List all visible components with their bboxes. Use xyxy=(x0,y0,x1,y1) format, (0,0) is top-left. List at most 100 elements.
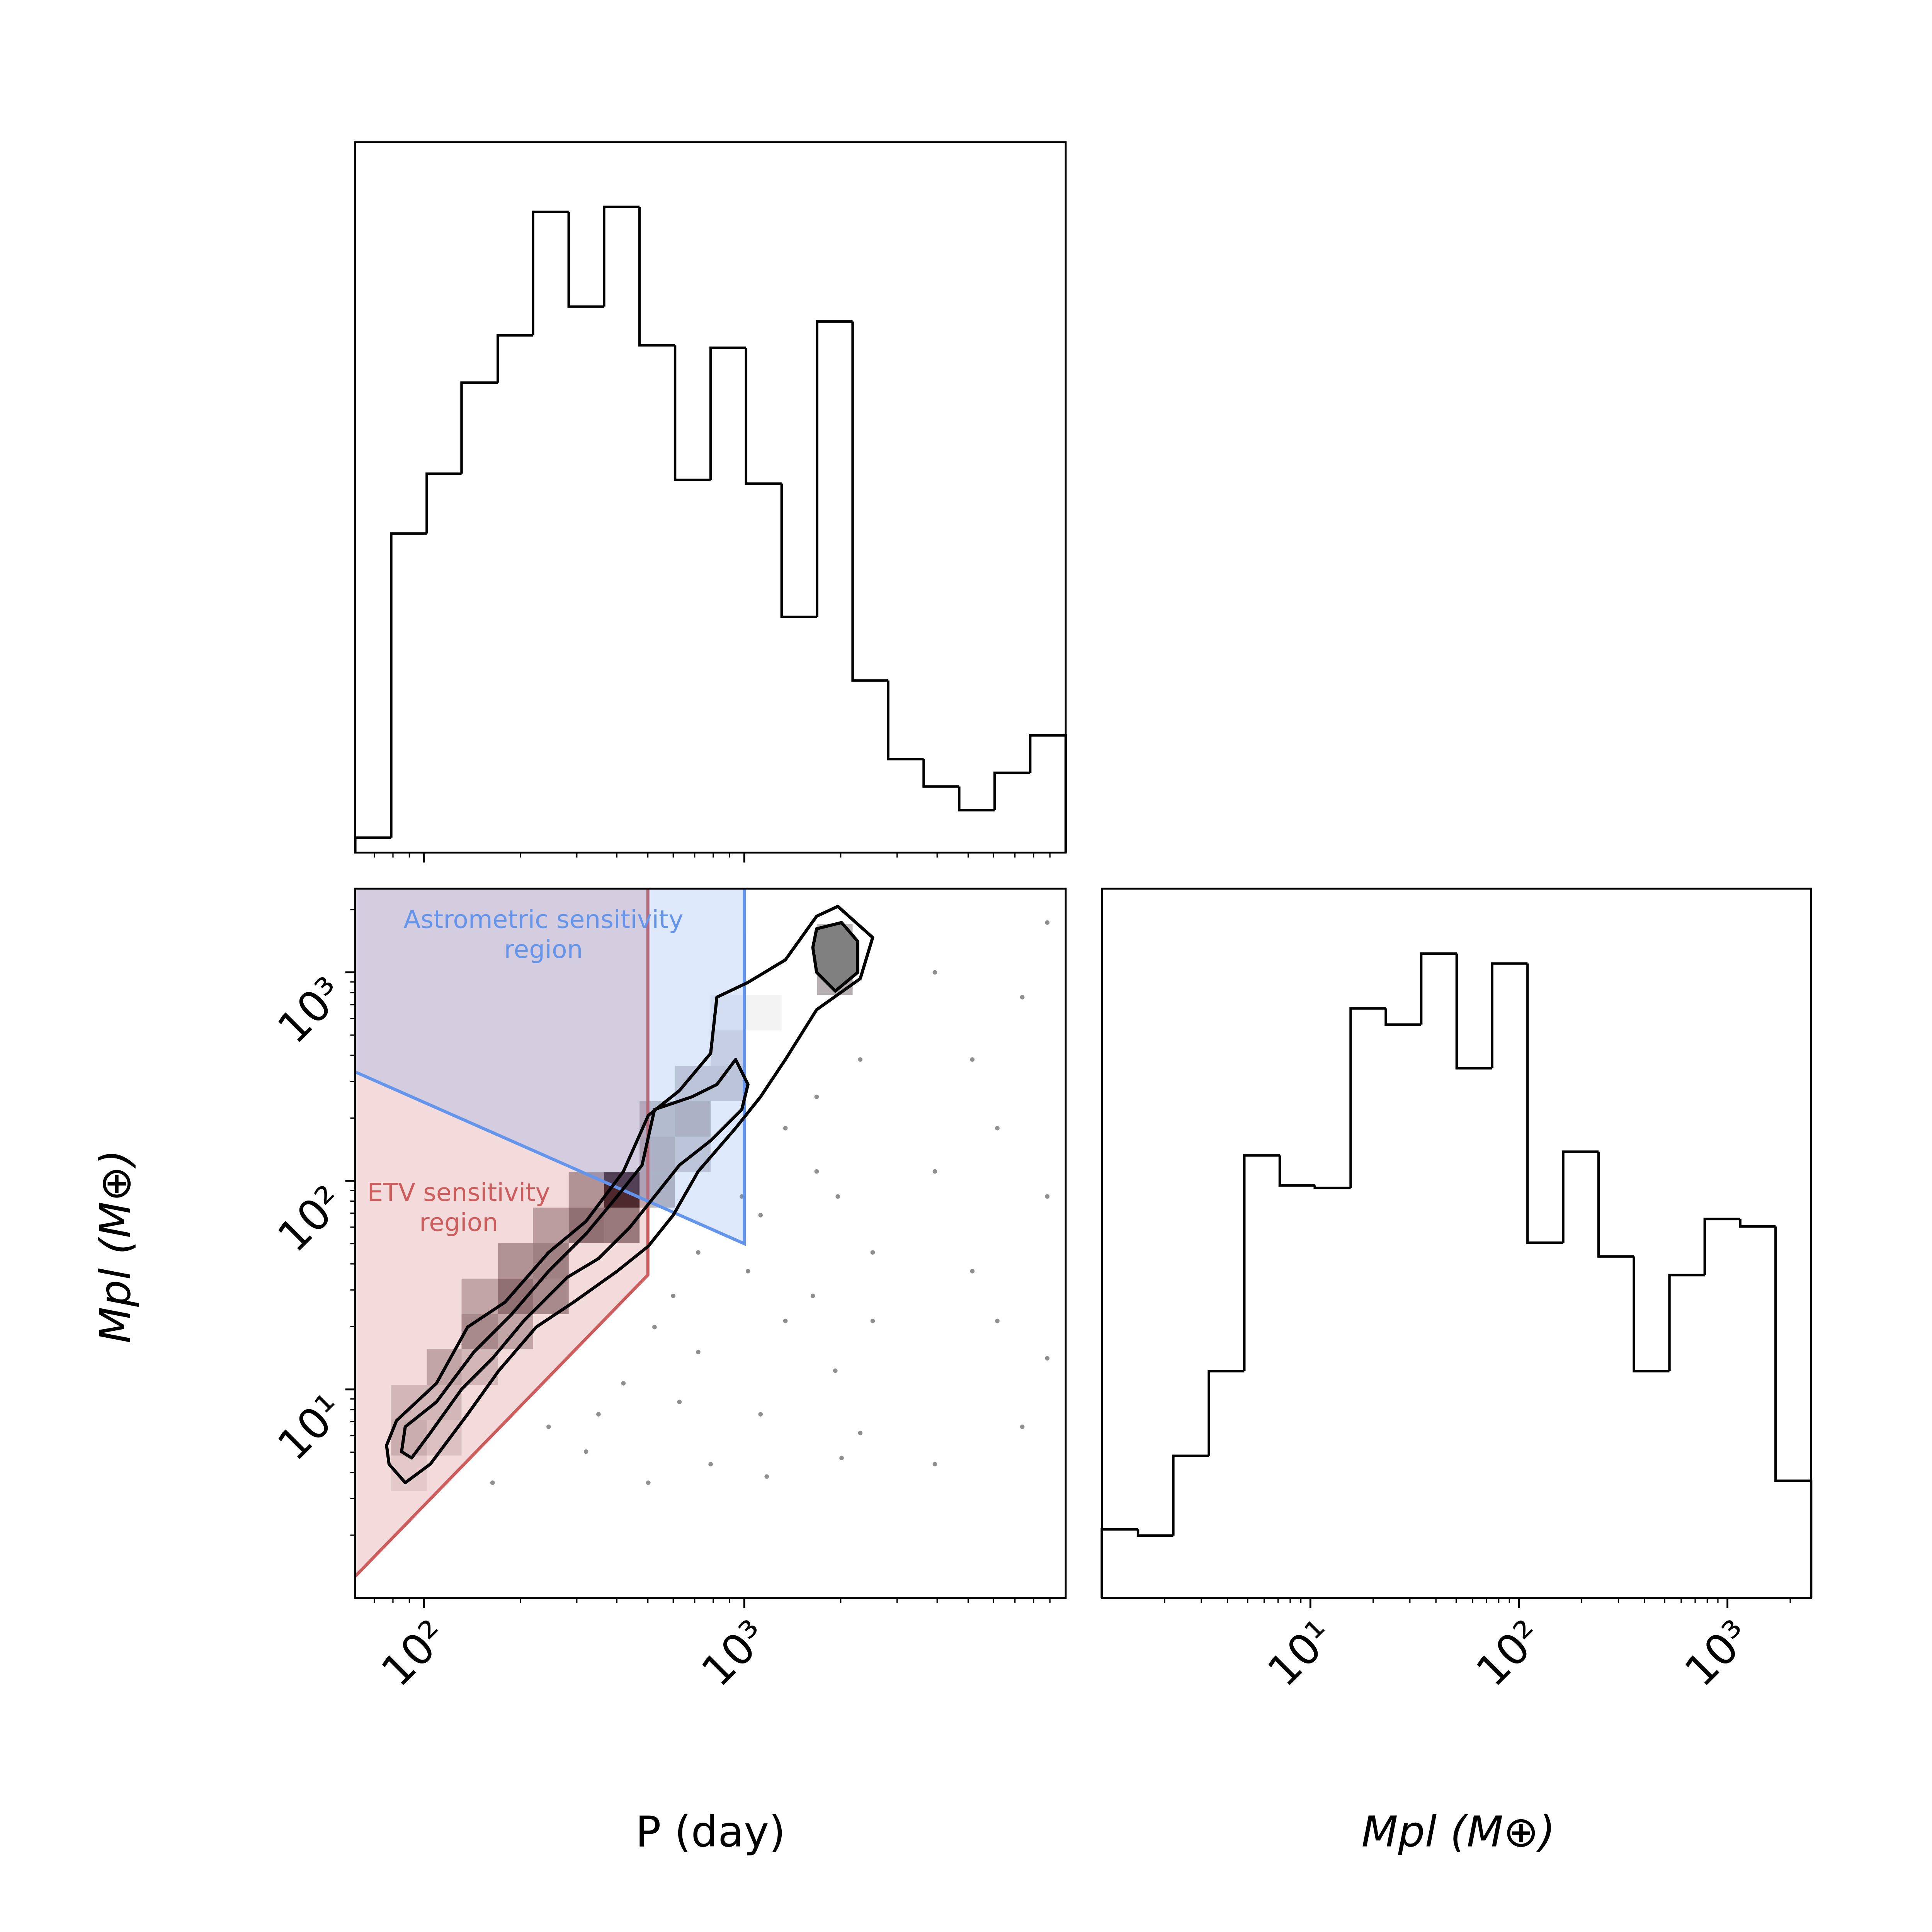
y-axis-label: Mpl (M⊕) xyxy=(91,1150,140,1344)
plot-area xyxy=(355,889,1066,1598)
density-cell xyxy=(995,1279,1030,1314)
scatter-point xyxy=(995,1318,1000,1323)
density-cell xyxy=(853,1101,888,1137)
density-cell xyxy=(923,1456,959,1491)
density-cell xyxy=(817,1456,853,1491)
density-cell xyxy=(1030,1243,1066,1279)
density-cell xyxy=(746,1137,782,1172)
density-cell xyxy=(1030,995,1066,1030)
density-cell xyxy=(711,1314,746,1349)
scatter-point xyxy=(839,1456,844,1461)
density-cell xyxy=(711,1030,746,1066)
density-cell xyxy=(817,1066,853,1101)
region-label: Astrometric sensitivity xyxy=(403,905,683,934)
scatter-point xyxy=(677,1400,682,1404)
density-cell xyxy=(817,1349,853,1385)
density-cell xyxy=(853,1349,888,1385)
density-cell xyxy=(995,1562,1030,1598)
x-tick-label: 10² xyxy=(372,1611,457,1696)
region-label: region xyxy=(504,935,583,964)
density-cell xyxy=(462,1562,498,1598)
density-cell xyxy=(533,1527,568,1562)
histogram-step xyxy=(851,321,888,682)
density-cell xyxy=(1030,1031,1066,1066)
density-cell xyxy=(746,889,782,924)
density-cell xyxy=(782,1243,817,1279)
density-cell xyxy=(675,1279,711,1314)
density-cell xyxy=(923,1349,959,1385)
scatter-point xyxy=(758,1412,763,1417)
density-cell xyxy=(711,1349,746,1385)
clipped xyxy=(355,889,1066,1598)
density-cell xyxy=(959,995,995,1030)
scatter-point xyxy=(870,1250,875,1255)
density-cell xyxy=(1030,1101,1066,1137)
histogram-step xyxy=(1526,963,1563,1244)
density-cell xyxy=(923,1208,959,1243)
density-cell xyxy=(817,1314,853,1349)
density-cell xyxy=(853,1420,888,1456)
density-cell xyxy=(1030,1314,1066,1349)
density-cell xyxy=(817,1385,853,1420)
density-cell xyxy=(782,1137,817,1172)
density-cell xyxy=(959,1491,995,1527)
region-fill xyxy=(355,889,648,1577)
density-cell xyxy=(711,1385,746,1420)
histogram-step xyxy=(638,207,675,347)
density-cell xyxy=(675,1456,711,1491)
density-cell xyxy=(817,1101,853,1137)
density-cell xyxy=(782,889,817,924)
region-fill xyxy=(355,889,745,1244)
density-cell xyxy=(923,1279,959,1314)
scatter-point xyxy=(1045,1194,1050,1199)
scatter-point xyxy=(490,1480,495,1485)
density-cell xyxy=(853,1137,888,1172)
density-cell xyxy=(853,1456,888,1491)
density-cell xyxy=(711,1491,746,1527)
scatter-point xyxy=(858,1057,863,1062)
density-cell xyxy=(853,1491,888,1527)
scatter-point xyxy=(814,1094,819,1099)
scatter-point xyxy=(932,1169,937,1174)
density-cell xyxy=(995,1172,1030,1208)
scatter-point xyxy=(696,1350,701,1355)
histogram-step xyxy=(425,472,462,534)
density-cell xyxy=(1030,1491,1066,1527)
scatter-point xyxy=(745,1269,750,1274)
density-cell xyxy=(782,1527,817,1562)
density-cell xyxy=(853,1243,888,1279)
density-cell xyxy=(817,1172,853,1208)
histogram-step xyxy=(816,320,853,617)
density-cell xyxy=(746,1208,782,1243)
density-cell xyxy=(1030,1172,1066,1208)
density-cell xyxy=(888,1279,924,1314)
density-cell xyxy=(427,1562,461,1598)
density-cell xyxy=(888,1385,924,1420)
density-cell xyxy=(569,1527,604,1562)
density-cell xyxy=(604,1349,639,1385)
density-cell xyxy=(959,1031,995,1066)
density-cell xyxy=(1030,1527,1066,1562)
density-cell xyxy=(888,1172,924,1208)
density-cell xyxy=(1030,1066,1066,1101)
density-cell xyxy=(746,1527,782,1562)
density-cell xyxy=(888,995,924,1030)
histogram-step xyxy=(958,786,995,811)
scatter-point xyxy=(835,1194,840,1199)
histogram-step xyxy=(497,334,533,383)
histogram-step xyxy=(1774,1226,1813,1598)
density-cell xyxy=(746,1562,782,1598)
histogram-step xyxy=(1349,1007,1386,1188)
histogram-step xyxy=(993,771,1031,810)
x-axis-label: Mpl (M⊕) xyxy=(1361,1807,1555,1857)
scatter-point xyxy=(596,1412,601,1417)
density-cell xyxy=(853,1279,888,1314)
histogram-step xyxy=(1100,1528,1138,1598)
density-cell xyxy=(853,1031,888,1066)
histogram-step xyxy=(1278,1155,1315,1187)
density-cell xyxy=(995,924,1030,960)
density-cell xyxy=(639,1527,675,1562)
density-cell xyxy=(888,1527,924,1562)
density-cell xyxy=(888,1066,924,1101)
density-cell xyxy=(853,889,888,924)
